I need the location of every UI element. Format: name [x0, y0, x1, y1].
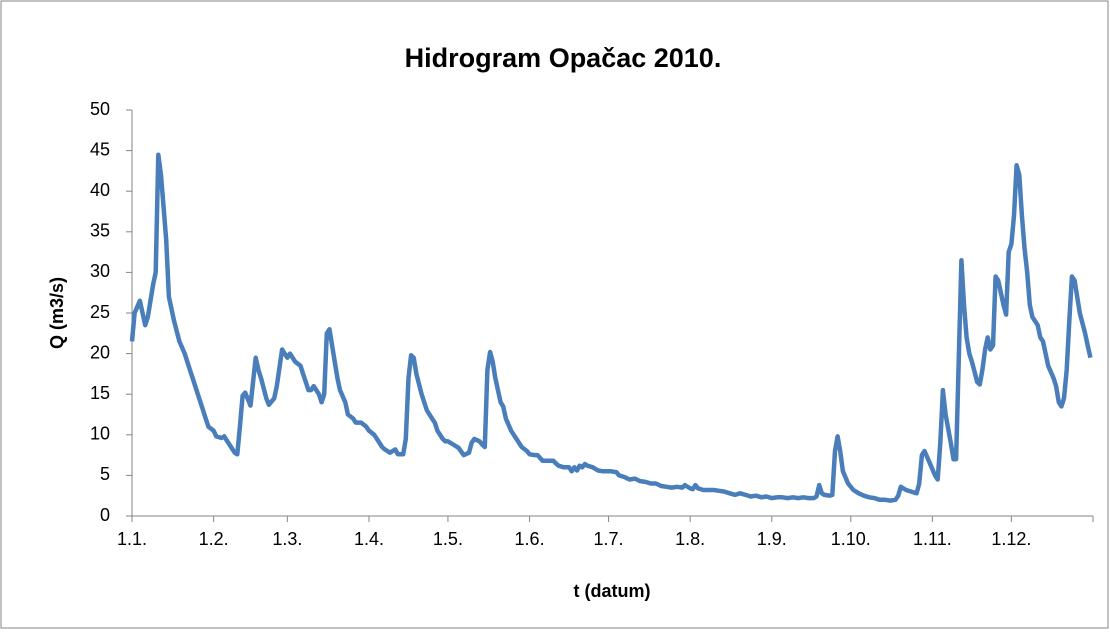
x-tick-label: 1.3.	[272, 529, 302, 549]
x-tick-label: 1.4.	[354, 529, 384, 549]
x-tick-label: 1.2.	[199, 529, 229, 549]
y-tick-label: 20	[90, 342, 110, 362]
x-tick-label: 1.11.	[913, 529, 952, 549]
y-tick-label: 5	[100, 464, 110, 484]
y-tick-label: 10	[90, 424, 110, 444]
y-tick-label: 15	[90, 383, 110, 403]
x-tick-label: 1.6.	[515, 529, 545, 549]
y-axis-label: Q (m3/s)	[47, 277, 67, 349]
y-tick-label: 35	[90, 221, 110, 241]
x-tick-label: 1.8.	[675, 529, 705, 549]
y-tick-label: 25	[90, 302, 110, 322]
x-tick-label: 1.12.	[991, 529, 1031, 549]
x-tick-label: 1.10.	[831, 529, 871, 549]
y-tick-label: 0	[100, 505, 110, 525]
y-tick-label: 40	[90, 180, 110, 200]
y-tick-label: 30	[90, 261, 110, 281]
y-tick-label: 45	[90, 139, 110, 159]
data-line	[129, 152, 1093, 503]
x-axis-label: t (datum)	[574, 581, 651, 601]
chart-title: Hidrogram Opačac 2010.	[405, 43, 722, 73]
y-tick-label: 50	[90, 99, 110, 119]
x-tick-label: 1.9.	[757, 529, 787, 549]
x-tick-label: 1.1.	[117, 529, 147, 549]
x-tick-label: 1.7.	[594, 529, 624, 549]
x-tick-label: 1.5.	[433, 529, 463, 549]
